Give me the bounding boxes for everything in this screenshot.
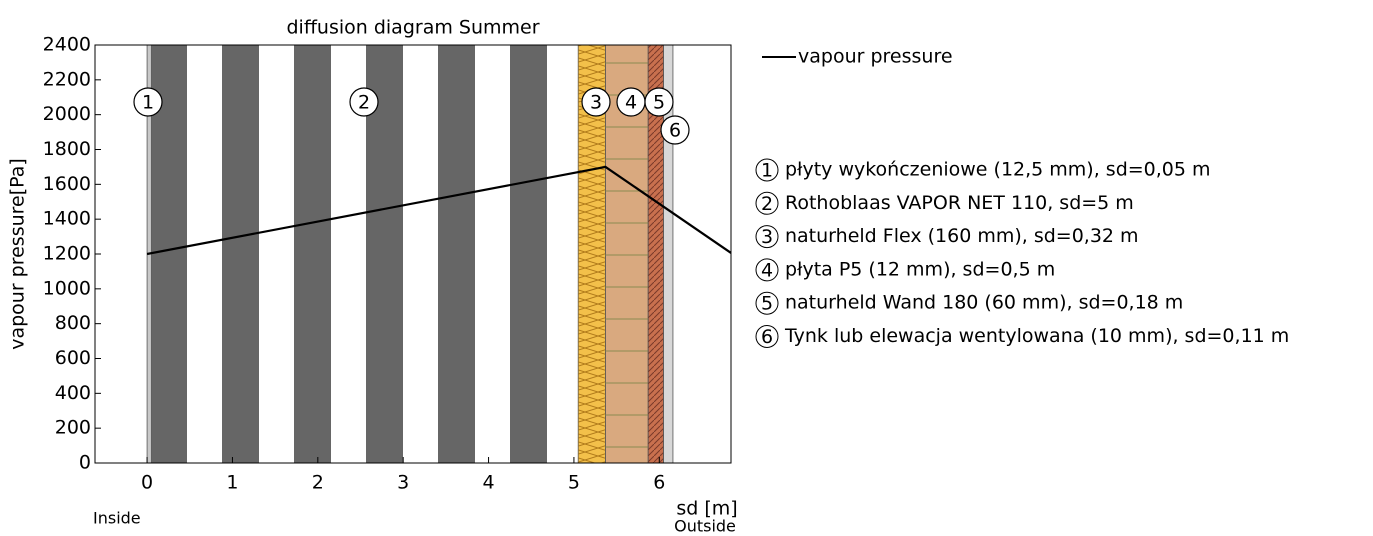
legend-number: 3 <box>761 226 773 248</box>
y-tick-label: 1000 <box>43 277 91 299</box>
y-tick-label: 600 <box>55 347 91 369</box>
legend-marker <box>755 258 779 282</box>
x-tick-label: 4 <box>483 472 495 494</box>
layer-number: 4 <box>625 92 637 114</box>
layer-number: 2 <box>358 92 370 114</box>
x-tick-label: 3 <box>397 472 409 494</box>
x-tick-label: 2 <box>312 472 324 494</box>
outside-label: Outside <box>674 517 736 536</box>
legend-label: Rothoblaas VAPOR NET 110, sd=5 m <box>785 192 1134 214</box>
legend-number: 2 <box>761 193 773 215</box>
legend-label: Tynk lub elewacja wentylowana (10 mm), s… <box>784 325 1289 347</box>
legend-marker <box>755 191 779 215</box>
y-tick-label: 2400 <box>43 34 91 56</box>
legend-marker <box>755 158 779 182</box>
layer-marker <box>660 115 690 145</box>
y-tick-label: 400 <box>55 382 91 404</box>
legend-label: płyty wykończeniowe (12,5 mm), sd=0,05 m <box>785 159 1211 181</box>
legend-label: płyta P5 (12 mm), sd=0,5 m <box>785 258 1055 280</box>
legend-marker <box>755 325 779 348</box>
legend-label: naturheld Flex (160 mm), sd=0,32 m <box>785 225 1139 247</box>
inside-label: Inside <box>93 509 141 528</box>
layer-number: 3 <box>590 92 602 114</box>
layer-number: 5 <box>653 92 665 114</box>
chart-title: diffusion diagram Summer <box>286 17 539 39</box>
layer-marker <box>581 87 611 117</box>
legend-label: vapour pressure <box>798 46 953 68</box>
x-tick-label: 1 <box>226 472 238 494</box>
legend-marker <box>755 225 779 249</box>
y-tick-label: 800 <box>55 312 91 334</box>
x-tick-label: 0 <box>141 472 153 494</box>
y-tick-label: 1800 <box>43 138 91 160</box>
x-tick-label: 6 <box>653 472 665 494</box>
legend-marker <box>755 291 779 315</box>
layer-marker <box>349 87 379 117</box>
layer-marker <box>644 87 674 117</box>
legend-label: naturheld Wand 180 (60 mm), sd=0,18 m <box>785 292 1183 314</box>
layer-marker <box>133 87 163 117</box>
legend-number: 5 <box>761 293 773 315</box>
y-tick-label: 1600 <box>43 173 91 195</box>
y-tick-label: 0 <box>79 452 91 474</box>
y-axis-label: vapour pressure[Pa] <box>7 158 29 350</box>
y-tick-label: 2000 <box>43 103 91 125</box>
x-tick-label: 5 <box>568 472 580 494</box>
legend-number: 4 <box>761 259 773 281</box>
layer-texture <box>648 45 664 463</box>
y-tick-label: 200 <box>55 417 91 439</box>
layer-number: 1 <box>142 92 154 114</box>
y-tick-label: 2200 <box>43 68 91 90</box>
x-axis-label: sd [m] <box>676 498 737 520</box>
y-tick-label: 1400 <box>43 208 91 230</box>
legend-number: 1 <box>761 160 773 182</box>
layer-number: 6 <box>669 120 681 142</box>
legend-number: 6 <box>761 326 773 348</box>
series-line <box>146 165 732 256</box>
y-tick-label: 1200 <box>43 243 91 265</box>
